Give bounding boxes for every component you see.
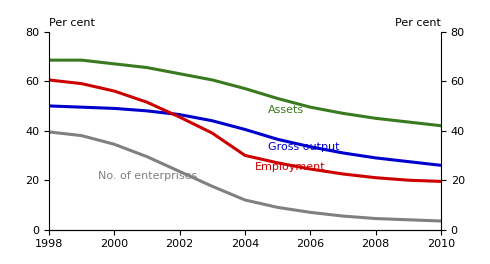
- Text: Per cent: Per cent: [395, 18, 441, 28]
- Text: Employment: Employment: [255, 162, 325, 172]
- Text: Assets: Assets: [268, 105, 304, 115]
- Text: No. of enterprises: No. of enterprises: [98, 171, 197, 181]
- Text: Gross output: Gross output: [268, 142, 340, 152]
- Text: Per cent: Per cent: [49, 18, 95, 28]
